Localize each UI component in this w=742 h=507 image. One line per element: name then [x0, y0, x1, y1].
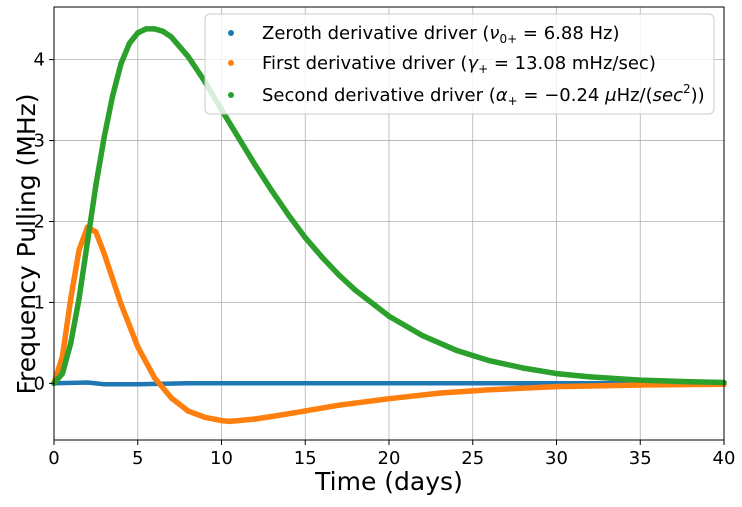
series-first-point	[202, 414, 208, 421]
series-second-point	[285, 212, 292, 218]
series-second-point	[486, 357, 493, 364]
series-second-point	[235, 134, 242, 141]
series-second-point	[637, 377, 644, 383]
series-first-point	[135, 344, 141, 350]
x-tick-label: 20	[378, 448, 401, 469]
legend-label-first: First derivative driver (γ+ = 13.08 mHz/…	[262, 53, 656, 76]
legend-box	[204, 13, 715, 115]
series-first-point	[235, 417, 242, 424]
y-tick-label: 4	[34, 50, 45, 71]
series-first-point	[59, 353, 66, 360]
series-second-point	[453, 347, 459, 353]
series-first-point	[553, 383, 560, 390]
series-first-point	[185, 408, 191, 414]
series-second-point	[59, 370, 66, 377]
series-first-point	[436, 390, 442, 396]
y-tick-label: 1	[34, 292, 45, 313]
x-tick-label: 25	[461, 448, 484, 469]
x-tick-label: 0	[48, 448, 59, 469]
legend-label-second: Second derivative driver (α+ = −0.24 μHz…	[262, 82, 705, 108]
series-second-point	[76, 295, 82, 302]
series-zeroth-point	[470, 381, 476, 386]
series-second-point	[84, 238, 91, 245]
series-second-point	[126, 40, 133, 47]
series-first-point	[386, 395, 392, 402]
series-second-point	[687, 378, 694, 385]
series-second-point	[520, 365, 526, 371]
series-zeroth-point	[386, 381, 392, 386]
series-second-point	[553, 370, 560, 377]
series-second-trace	[51, 26, 727, 387]
series-second-point	[68, 340, 74, 346]
series-first-point	[168, 395, 175, 401]
y-axis-title: Frequency Pulling (MHz)	[12, 93, 41, 394]
series-second-point	[109, 93, 116, 99]
legend-marker-zeroth	[228, 30, 234, 36]
series-second-point	[185, 53, 191, 60]
series-zeroth-point	[185, 381, 191, 386]
y-tick-labels: 0 1 2 3 4	[34, 50, 45, 395]
series-second-point	[93, 182, 99, 188]
x-tick-label: 40	[713, 448, 736, 469]
x-tick-label: 35	[629, 448, 652, 469]
series-zeroth-point	[319, 381, 325, 386]
series-first-point	[101, 251, 108, 257]
series-first-point	[227, 418, 233, 425]
x-tick-label: 10	[210, 448, 233, 469]
series-second-point	[143, 26, 149, 32]
series-first-point	[486, 387, 493, 393]
legend-marker-second	[228, 92, 234, 98]
series-first-point	[93, 229, 99, 235]
series-zeroth-point	[102, 381, 107, 387]
y-tick-label: 2	[34, 211, 45, 232]
series-first-point	[252, 416, 258, 422]
legend-marker-first	[228, 60, 234, 66]
series-second-point	[168, 34, 175, 40]
y-tick-label: 3	[34, 131, 45, 152]
y-tick-label: 0	[34, 373, 45, 394]
series-zeroth-point	[252, 381, 258, 386]
series-second-point	[419, 332, 426, 339]
series-second-point	[151, 26, 158, 32]
plot-area	[51, 26, 727, 425]
series-first-point	[76, 247, 82, 253]
x-tick-labels: 0 5 10 15 20 25 30 35 40	[48, 448, 735, 469]
x-tick-label: 30	[545, 448, 568, 469]
series-second-point	[135, 30, 141, 36]
series-second-point	[160, 28, 166, 35]
series-second-point	[587, 374, 593, 380]
series-zeroth-point	[85, 380, 90, 385]
series-second-point	[352, 287, 359, 294]
x-axis-title: Time (days)	[314, 467, 463, 496]
tick-marks	[49, 59, 725, 445]
series-second-point	[252, 162, 258, 168]
series-first-point	[302, 408, 309, 414]
series-first-point	[218, 417, 225, 424]
series-second-point	[118, 60, 124, 67]
series-second-point	[101, 133, 108, 140]
series-second-point	[336, 272, 342, 278]
series-first-point	[118, 301, 124, 307]
series-second-point	[269, 187, 275, 194]
x-tick-label: 5	[132, 448, 143, 469]
series-zeroth-trace	[51, 380, 727, 387]
series-first-point	[269, 413, 275, 420]
series-second-point	[302, 234, 309, 241]
series-first-point	[151, 374, 158, 381]
series-zeroth-point	[135, 381, 141, 387]
series-first-point	[336, 402, 342, 408]
series-second-point	[319, 254, 325, 260]
x-tick-label: 15	[294, 448, 317, 469]
series-second-point	[386, 313, 392, 319]
series-first-point	[68, 295, 74, 302]
legend-label-zeroth: Zeroth derivative driver (ν0+ = 6.88 Hz)	[262, 23, 620, 46]
legend: Zeroth derivative driver (ν0+ = 6.88 Hz)…	[204, 13, 715, 115]
series-first-point	[637, 382, 644, 388]
